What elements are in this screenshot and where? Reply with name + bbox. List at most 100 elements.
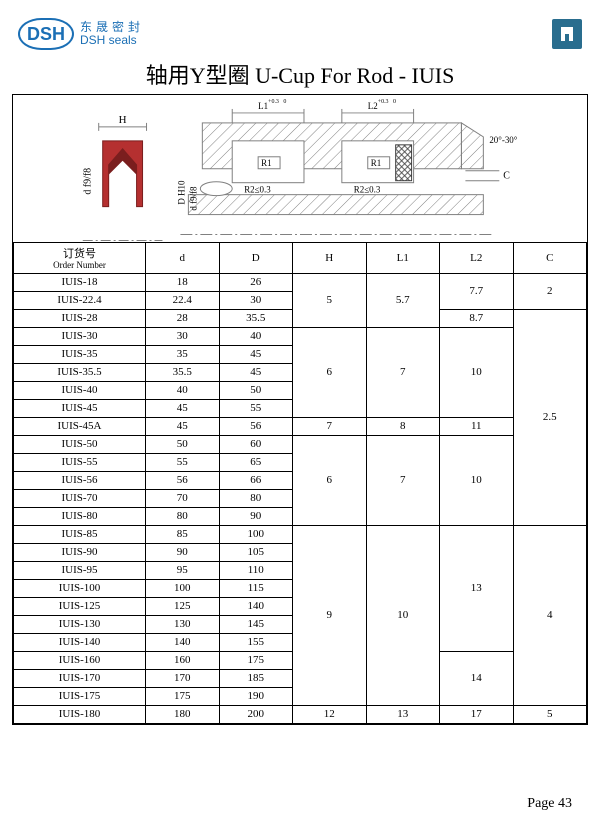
svg-text:R2≤0.3: R2≤0.3 bbox=[244, 185, 271, 195]
brand-en: DSH seals bbox=[80, 34, 144, 47]
cell-L1: 13 bbox=[366, 705, 440, 723]
cell-order: IUIS-160 bbox=[14, 651, 146, 669]
cell-H: 9 bbox=[293, 525, 367, 705]
cell-C: 2.5 bbox=[513, 309, 587, 525]
cell-d: 180 bbox=[146, 705, 220, 723]
cell-L1: 7 bbox=[366, 435, 440, 525]
cell-order: IUIS-170 bbox=[14, 669, 146, 687]
cell-H: 12 bbox=[293, 705, 367, 723]
cell-order: IUIS-45A bbox=[14, 417, 146, 435]
cell-order: IUIS-50 bbox=[14, 435, 146, 453]
cell-H: 5 bbox=[293, 273, 367, 327]
cell-order: IUIS-18 bbox=[14, 273, 146, 291]
cell-d: 175 bbox=[146, 687, 220, 705]
cell-D: 66 bbox=[219, 471, 293, 489]
cell-H: 7 bbox=[293, 417, 367, 435]
table-row: IUIS-1801802001213175 bbox=[14, 705, 587, 723]
cell-d: 35.5 bbox=[146, 363, 220, 381]
cell-order: IUIS-35.5 bbox=[14, 363, 146, 381]
groove-assembly: R1 R1 L1 +0.3 0 L2 +0.3 0 bbox=[176, 99, 517, 235]
cell-order: IUIS-95 bbox=[14, 561, 146, 579]
cell-D: 26 bbox=[219, 273, 293, 291]
cell-order: IUIS-175 bbox=[14, 687, 146, 705]
svg-text:L1: L1 bbox=[258, 101, 268, 111]
cell-D: 35.5 bbox=[219, 309, 293, 327]
cell-D: 90 bbox=[219, 507, 293, 525]
cell-L2: 17 bbox=[440, 705, 514, 723]
cell-order: IUIS-45 bbox=[14, 399, 146, 417]
cell-d: 100 bbox=[146, 579, 220, 597]
cell-L1: 5.7 bbox=[366, 273, 440, 327]
cell-L1: 10 bbox=[366, 525, 440, 705]
cell-L2: 10 bbox=[440, 327, 514, 417]
cell-d: 125 bbox=[146, 597, 220, 615]
table-header-row: 订货号 Order Number d D H L1 L2 C bbox=[14, 243, 587, 273]
table-row: IUIS-5050606710 bbox=[14, 435, 587, 453]
cell-L2: 11 bbox=[440, 417, 514, 435]
cell-D: 200 bbox=[219, 705, 293, 723]
col-L2: L2 bbox=[440, 243, 514, 273]
brand-abbr: DSH bbox=[18, 18, 74, 50]
cell-d: 56 bbox=[146, 471, 220, 489]
cell-d: 55 bbox=[146, 453, 220, 471]
cell-order: IUIS-70 bbox=[14, 489, 146, 507]
cell-d: 140 bbox=[146, 633, 220, 651]
cell-order: IUIS-90 bbox=[14, 543, 146, 561]
col-C: C bbox=[513, 243, 587, 273]
col-L1: L1 bbox=[366, 243, 440, 273]
technical-diagram: H d f9/f8 bbox=[13, 95, 587, 243]
content-frame: H d f9/f8 bbox=[12, 94, 588, 725]
cell-order: IUIS-30 bbox=[14, 327, 146, 345]
cell-order: IUIS-55 bbox=[14, 453, 146, 471]
cell-d: 45 bbox=[146, 417, 220, 435]
svg-text:H: H bbox=[119, 114, 127, 126]
cell-d: 45 bbox=[146, 399, 220, 417]
cell-order: IUIS-35 bbox=[14, 345, 146, 363]
cell-D: 110 bbox=[219, 561, 293, 579]
cell-d: 130 bbox=[146, 615, 220, 633]
cell-d: 30 bbox=[146, 327, 220, 345]
cell-order: IUIS-22.4 bbox=[14, 291, 146, 309]
table-row: IUIS-18182655.77.72 bbox=[14, 273, 587, 291]
cell-H: 6 bbox=[293, 327, 367, 417]
cell-d: 90 bbox=[146, 543, 220, 561]
brand-text: 东晟密封 DSH seals bbox=[80, 21, 144, 47]
seal-detail-left: H d f9/f8 bbox=[83, 114, 163, 241]
page-number: Page 43 bbox=[527, 796, 572, 812]
header-bar: DSH 东晟密封 DSH seals bbox=[10, 18, 590, 56]
cell-D: 175 bbox=[219, 651, 293, 669]
cell-d: 18 bbox=[146, 273, 220, 291]
svg-text:R2≤0.3: R2≤0.3 bbox=[354, 185, 381, 195]
page-title: 轴用Y型圈 U-Cup For Rod - IUIS bbox=[10, 56, 590, 94]
cell-L1: 8 bbox=[366, 417, 440, 435]
cell-order: IUIS-85 bbox=[14, 525, 146, 543]
cell-D: 40 bbox=[219, 327, 293, 345]
col-D: D bbox=[219, 243, 293, 273]
cell-order: IUIS-140 bbox=[14, 633, 146, 651]
table-row: IUIS-3030406710 bbox=[14, 327, 587, 345]
cell-L2: 7.7 bbox=[440, 273, 514, 309]
cell-D: 155 bbox=[219, 633, 293, 651]
cell-d: 28 bbox=[146, 309, 220, 327]
table-row: IUIS-8585100910134 bbox=[14, 525, 587, 543]
cell-order: IUIS-56 bbox=[14, 471, 146, 489]
cell-L2: 13 bbox=[440, 525, 514, 651]
cell-D: 140 bbox=[219, 597, 293, 615]
svg-text:d f9/f8: d f9/f8 bbox=[188, 186, 198, 211]
cell-D: 105 bbox=[219, 543, 293, 561]
svg-text:R1: R1 bbox=[371, 158, 381, 168]
seal-section-icon bbox=[552, 19, 582, 49]
cell-D: 100 bbox=[219, 525, 293, 543]
cell-d: 160 bbox=[146, 651, 220, 669]
col-order: 订货号 Order Number bbox=[14, 243, 146, 273]
cell-D: 55 bbox=[219, 399, 293, 417]
cell-D: 190 bbox=[219, 687, 293, 705]
col-d: d bbox=[146, 243, 220, 273]
table-row: IUIS-45A45567811 bbox=[14, 417, 587, 435]
cell-H: 6 bbox=[293, 435, 367, 525]
svg-text:+0.3 0: +0.3 0 bbox=[268, 99, 286, 105]
diagram-svg: H d f9/f8 bbox=[13, 95, 587, 242]
cell-order: IUIS-130 bbox=[14, 615, 146, 633]
cell-d: 95 bbox=[146, 561, 220, 579]
cell-order: IUIS-80 bbox=[14, 507, 146, 525]
